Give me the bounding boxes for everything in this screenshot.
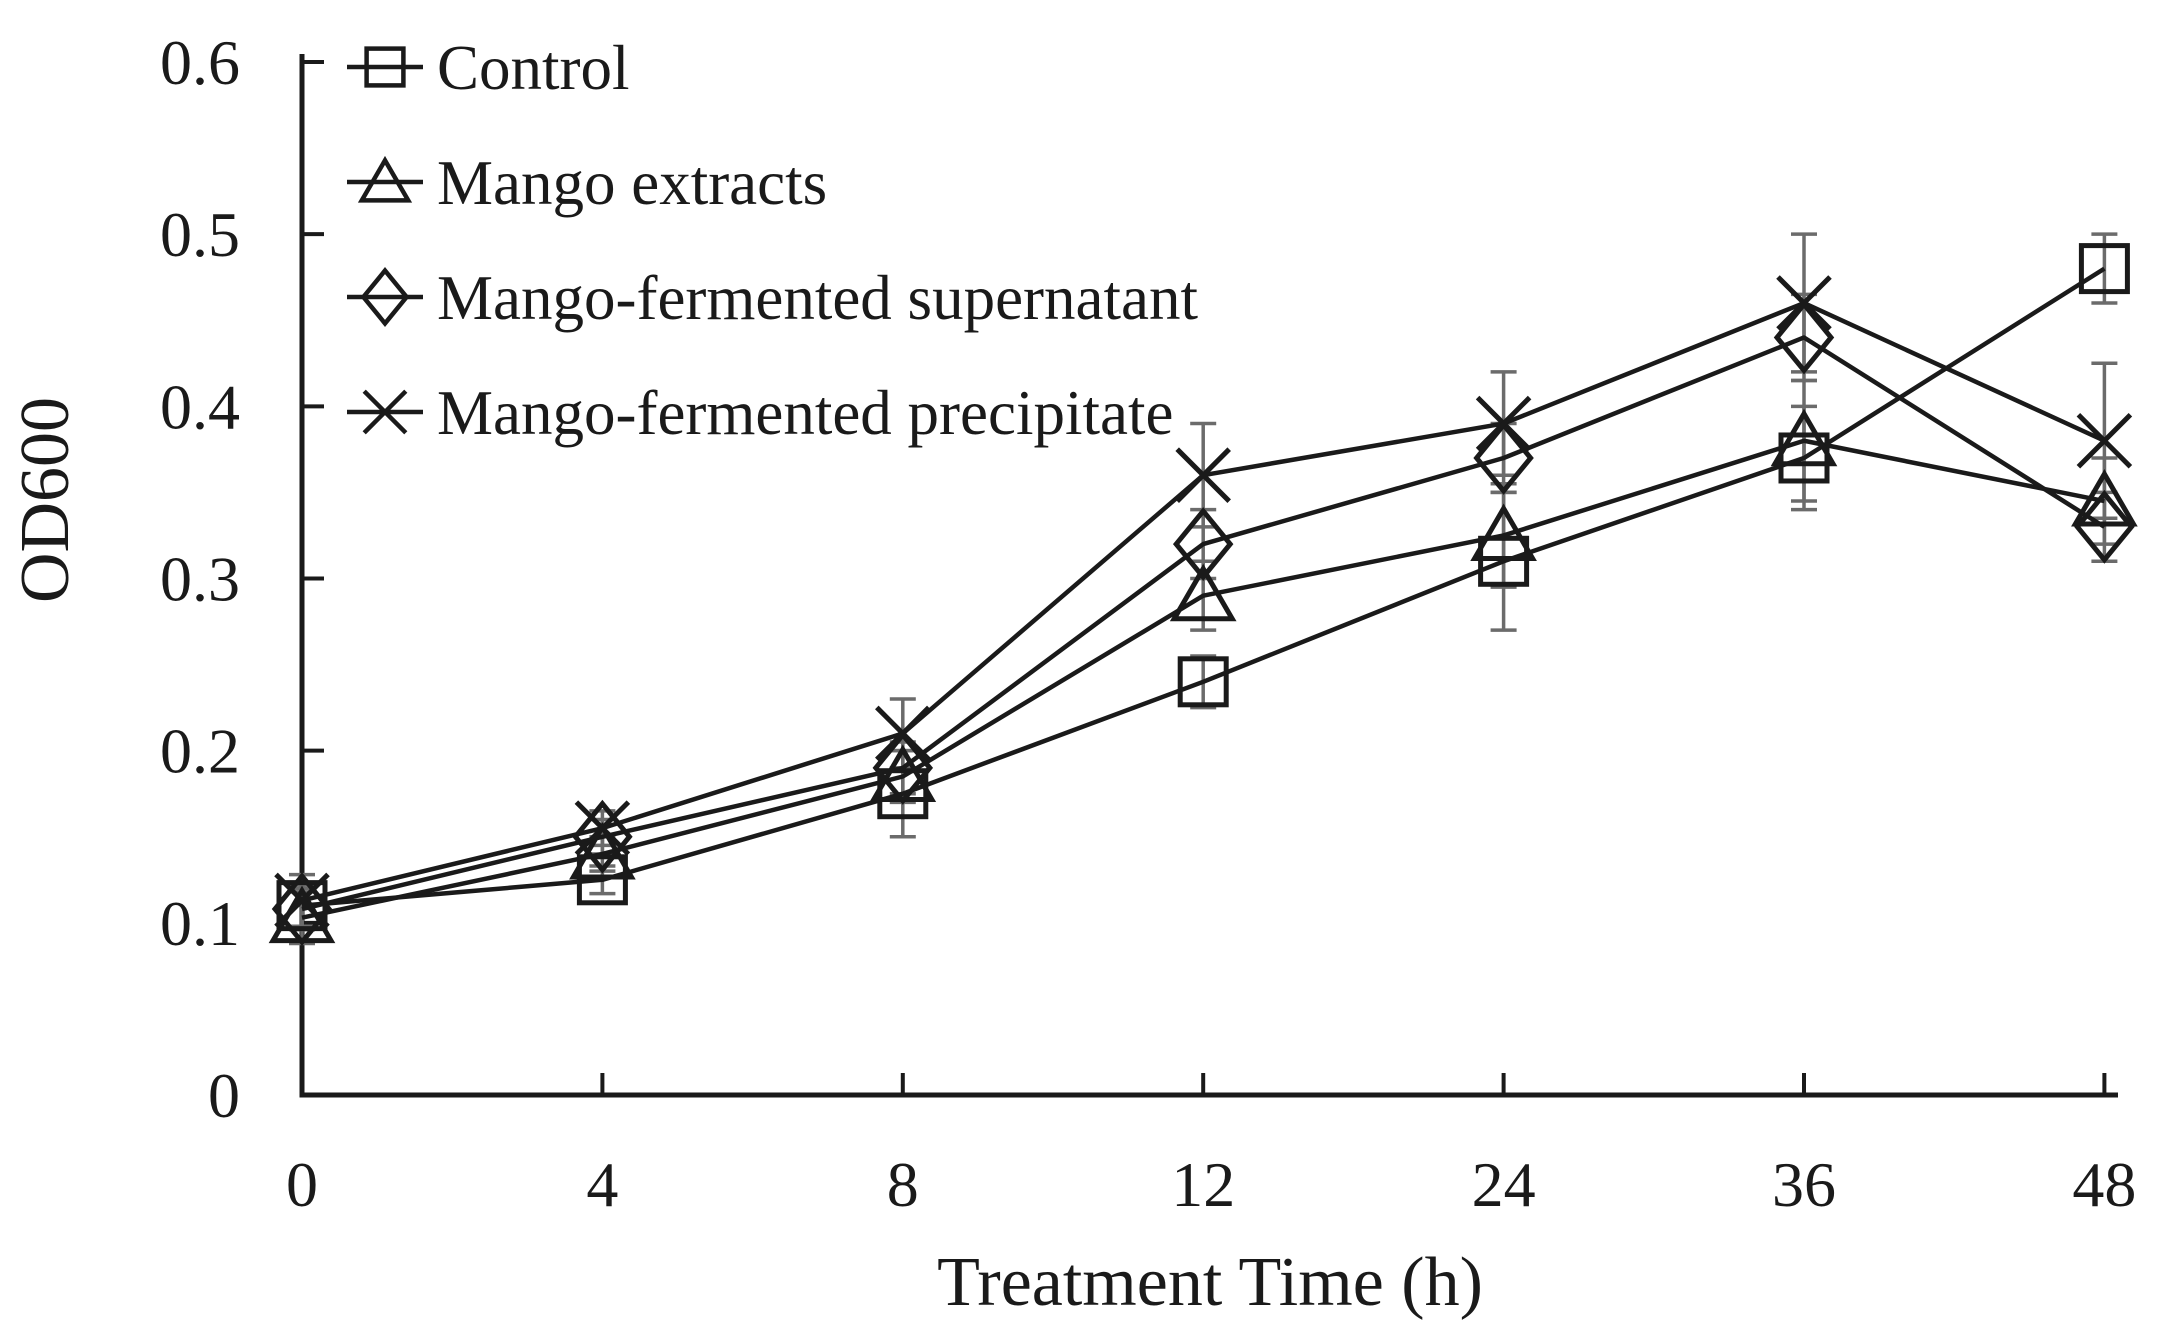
legend-item-mango-extracts: Mango extracts bbox=[347, 148, 827, 218]
legend-item-control: Control bbox=[347, 33, 630, 103]
data-point-diamond bbox=[2074, 489, 2135, 564]
data-point-triangle bbox=[1770, 408, 1838, 467]
y-axis-tick-label: 0 bbox=[208, 1060, 240, 1131]
legend-triangle-icon bbox=[357, 155, 413, 203]
series-line-control bbox=[301, 266, 2106, 908]
data-point-square bbox=[576, 854, 628, 906]
data-point-diamond bbox=[572, 799, 633, 874]
data-point-square bbox=[1177, 656, 1229, 708]
y-axis-title: OD600 bbox=[7, 397, 84, 603]
x-axis-tick-label: 48 bbox=[2072, 1149, 2136, 1220]
data-point-diamond bbox=[1473, 421, 1534, 495]
series-line-mango-extracts bbox=[301, 438, 2105, 920]
x-axis-tick-label: 12 bbox=[1171, 1149, 1235, 1220]
legend-x-icon bbox=[362, 389, 408, 435]
data-point-x bbox=[875, 705, 931, 762]
axes-layer: 00.10.20.30.40.50.60 4 8 12 24 36 48 bbox=[160, 27, 2136, 1220]
legend-item-mango-fermented-precipitate: Mango-fermented precipitate bbox=[347, 378, 1173, 448]
legend-item-label: Mango extracts bbox=[437, 148, 827, 218]
x-axis-tick-label: 36 bbox=[1772, 1149, 1836, 1220]
y-axis-tick-label: 0.6 bbox=[160, 27, 240, 98]
y-axis-tick-label: 0.5 bbox=[160, 199, 240, 270]
axis-lines bbox=[299, 54, 2118, 1098]
series-mango-fermented-supernatant bbox=[271, 300, 2135, 947]
y-axis-tick-label: 0.3 bbox=[160, 544, 240, 615]
data-point-x bbox=[2076, 412, 2133, 469]
data-point-x bbox=[1475, 395, 1532, 452]
data-point-x bbox=[274, 872, 330, 929]
series-line-mango-fermented-supernatant bbox=[301, 335, 2106, 912]
data-point-square bbox=[2078, 243, 2130, 295]
legend-item-label: Mango-fermented supernatant bbox=[437, 263, 1198, 333]
legend-square-icon bbox=[364, 46, 406, 88]
data-point-diamond bbox=[1773, 300, 1835, 375]
x-axis-tick-label: 8 bbox=[887, 1149, 919, 1220]
data-point-x bbox=[1175, 447, 1231, 503]
data-point-x bbox=[1776, 275, 1832, 331]
data-point-triangle bbox=[1470, 503, 1537, 561]
x-axis-tick-label: 24 bbox=[1472, 1149, 1536, 1220]
legend: Control Mango extracts Mango-fermented sup… bbox=[347, 33, 1198, 448]
data-point-square bbox=[1478, 535, 1530, 587]
data-point-triangle bbox=[2071, 469, 2138, 527]
series-layer bbox=[268, 243, 2138, 947]
data-point-diamond bbox=[1172, 507, 1234, 582]
legend-diamond-icon bbox=[360, 267, 410, 327]
x-axis-tick-label: 4 bbox=[586, 1149, 618, 1220]
data-point-x bbox=[574, 800, 631, 856]
legend-item-label: Control bbox=[437, 33, 630, 103]
data-point-diamond bbox=[872, 730, 934, 805]
data-point-triangle bbox=[1169, 563, 1237, 622]
legend-item-label: Mango-fermented precipitate bbox=[437, 378, 1173, 448]
y-axis-tick-label: 0.1 bbox=[160, 888, 240, 959]
y-axis-tick-label: 0.2 bbox=[160, 716, 240, 787]
y-axis-tick-label: 0.4 bbox=[160, 371, 240, 442]
series-mango-fermented-precipitate bbox=[274, 275, 2133, 929]
x-axis-title: Treatment Time (h) bbox=[937, 1244, 1483, 1321]
legend-item-mango-fermented-supernatant: Mango-fermented supernatant bbox=[347, 263, 1198, 333]
x-axis-tick-label: 0 bbox=[286, 1149, 318, 1220]
